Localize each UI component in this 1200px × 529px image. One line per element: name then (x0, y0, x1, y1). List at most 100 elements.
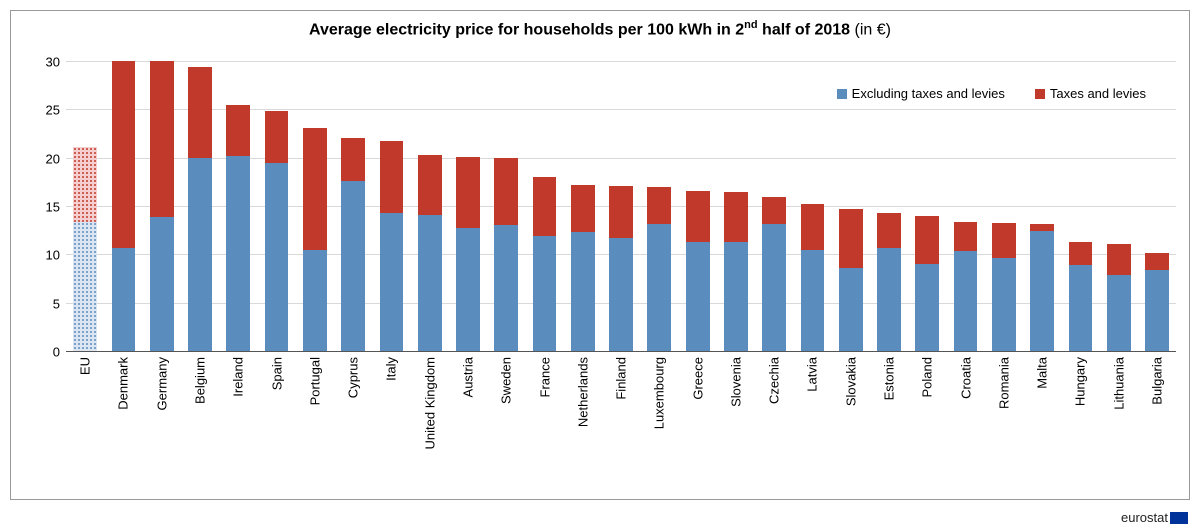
bar-segment-excl (1069, 265, 1093, 351)
bar-segment-tax (839, 209, 863, 268)
bar-segment-excl (226, 156, 250, 351)
x-tick-label: Sweden (499, 357, 514, 404)
bar-segment-tax (112, 61, 136, 248)
x-label-col: Hungary (1061, 351, 1099, 496)
bar-segment-tax (150, 61, 174, 217)
title-paren: (in €) (855, 21, 891, 38)
bar-segment-tax (265, 111, 289, 163)
bar-segment-excl (839, 268, 863, 351)
x-tick-label: Romania (996, 357, 1011, 409)
x-tick-label: Germany (154, 357, 169, 410)
x-tick-label: Greece (690, 357, 705, 400)
bar-segment-tax (724, 192, 748, 242)
bar-segment-tax (686, 191, 710, 242)
x-tick-label: United Kingdom (422, 357, 437, 450)
bar-segment-tax (877, 213, 901, 248)
bar-segment-tax (992, 223, 1016, 258)
bar-column (372, 61, 410, 351)
bar-segment-excl (380, 213, 404, 351)
legend-swatch-excl (837, 89, 847, 99)
bar-segment-tax (762, 197, 786, 224)
bar-stack (303, 61, 327, 351)
y-tick-label: 10 (46, 248, 60, 263)
bar-stack (686, 61, 710, 351)
x-label-col: Luxembourg (640, 351, 678, 496)
bar-stack (494, 61, 518, 351)
bar-stack (341, 61, 365, 351)
bar-segment-excl (609, 238, 633, 351)
bar-segment-tax (1107, 244, 1131, 275)
bar-segment-tax (226, 105, 250, 155)
x-label-col: Netherlands (564, 351, 602, 496)
chart-title: Average electricity price for households… (11, 19, 1189, 39)
bar-segment-excl (418, 215, 442, 351)
legend: Excluding taxes and levies Taxes and lev… (837, 86, 1146, 101)
bar-stack (418, 61, 442, 351)
legend-item-excl: Excluding taxes and levies (837, 86, 1005, 101)
x-tick-label: Ireland (231, 357, 246, 397)
bar-segment-tax (456, 157, 480, 229)
bar-column (66, 61, 104, 351)
bar-column (1061, 61, 1099, 351)
bar-stack (1030, 61, 1054, 351)
bar-segment-tax (609, 186, 633, 238)
bar-segment-tax (954, 222, 978, 251)
bars-group (66, 61, 1176, 351)
y-tick-label: 25 (46, 103, 60, 118)
bar-segment-excl (303, 250, 327, 351)
bar-segment-excl (877, 248, 901, 351)
bar-column (946, 61, 984, 351)
x-label-col: Belgium (181, 351, 219, 496)
bar-segment-excl (915, 264, 939, 351)
bar-segment-excl (265, 163, 289, 351)
y-tick-label: 20 (46, 151, 60, 166)
bar-column (487, 61, 525, 351)
x-label-col: Czechia (755, 351, 793, 496)
y-tick-label: 30 (46, 55, 60, 70)
bar-column (257, 61, 295, 351)
x-label-col: Latvia (793, 351, 831, 496)
title-tail: half of 2018 (758, 21, 855, 38)
x-tick-label: Spain (269, 357, 284, 390)
bar-segment-tax (533, 177, 557, 236)
x-tick-label: Portugal (307, 357, 322, 405)
bar-segment-excl (724, 242, 748, 351)
bar-column (219, 61, 257, 351)
bar-column (564, 61, 602, 351)
bar-column (525, 61, 563, 351)
bar-segment-excl (341, 181, 365, 351)
x-tick-label: Lithuania (1111, 357, 1126, 410)
x-tick-label: Czechia (767, 357, 782, 404)
x-label-col: Greece (679, 351, 717, 496)
x-tick-label: Denmark (116, 357, 131, 410)
bar-stack (188, 61, 212, 351)
bar-column (870, 61, 908, 351)
x-label-col: Germany (143, 351, 181, 496)
bar-segment-excl (1145, 270, 1169, 351)
bar-stack (380, 61, 404, 351)
bar-segment-excl (571, 232, 595, 351)
x-label-col: Romania (985, 351, 1023, 496)
bar-column (640, 61, 678, 351)
x-label-col: Finland (602, 351, 640, 496)
bar-segment-excl (1107, 275, 1131, 351)
bar-segment-tax (801, 204, 825, 249)
x-label-col: Denmark (104, 351, 142, 496)
y-tick-label: 5 (53, 296, 60, 311)
bar-stack (226, 61, 250, 351)
bar-segment-excl (533, 236, 557, 351)
bar-segment-tax (341, 138, 365, 181)
bar-segment-tax (647, 187, 671, 225)
x-label-col: Sweden (487, 351, 525, 496)
bar-stack (571, 61, 595, 351)
x-axis-labels: EUDenmarkGermanyBelgiumIrelandSpainPortu… (66, 351, 1176, 496)
bar-segment-tax (915, 216, 939, 264)
bar-segment-tax (494, 158, 518, 226)
bar-stack (1145, 61, 1169, 351)
bar-segment-excl (1030, 231, 1054, 351)
bar-column (717, 61, 755, 351)
x-label-col: Poland (908, 351, 946, 496)
x-label-col: United Kingdom (411, 351, 449, 496)
bar-segment-excl (456, 228, 480, 351)
legend-label-tax: Taxes and levies (1050, 86, 1146, 101)
